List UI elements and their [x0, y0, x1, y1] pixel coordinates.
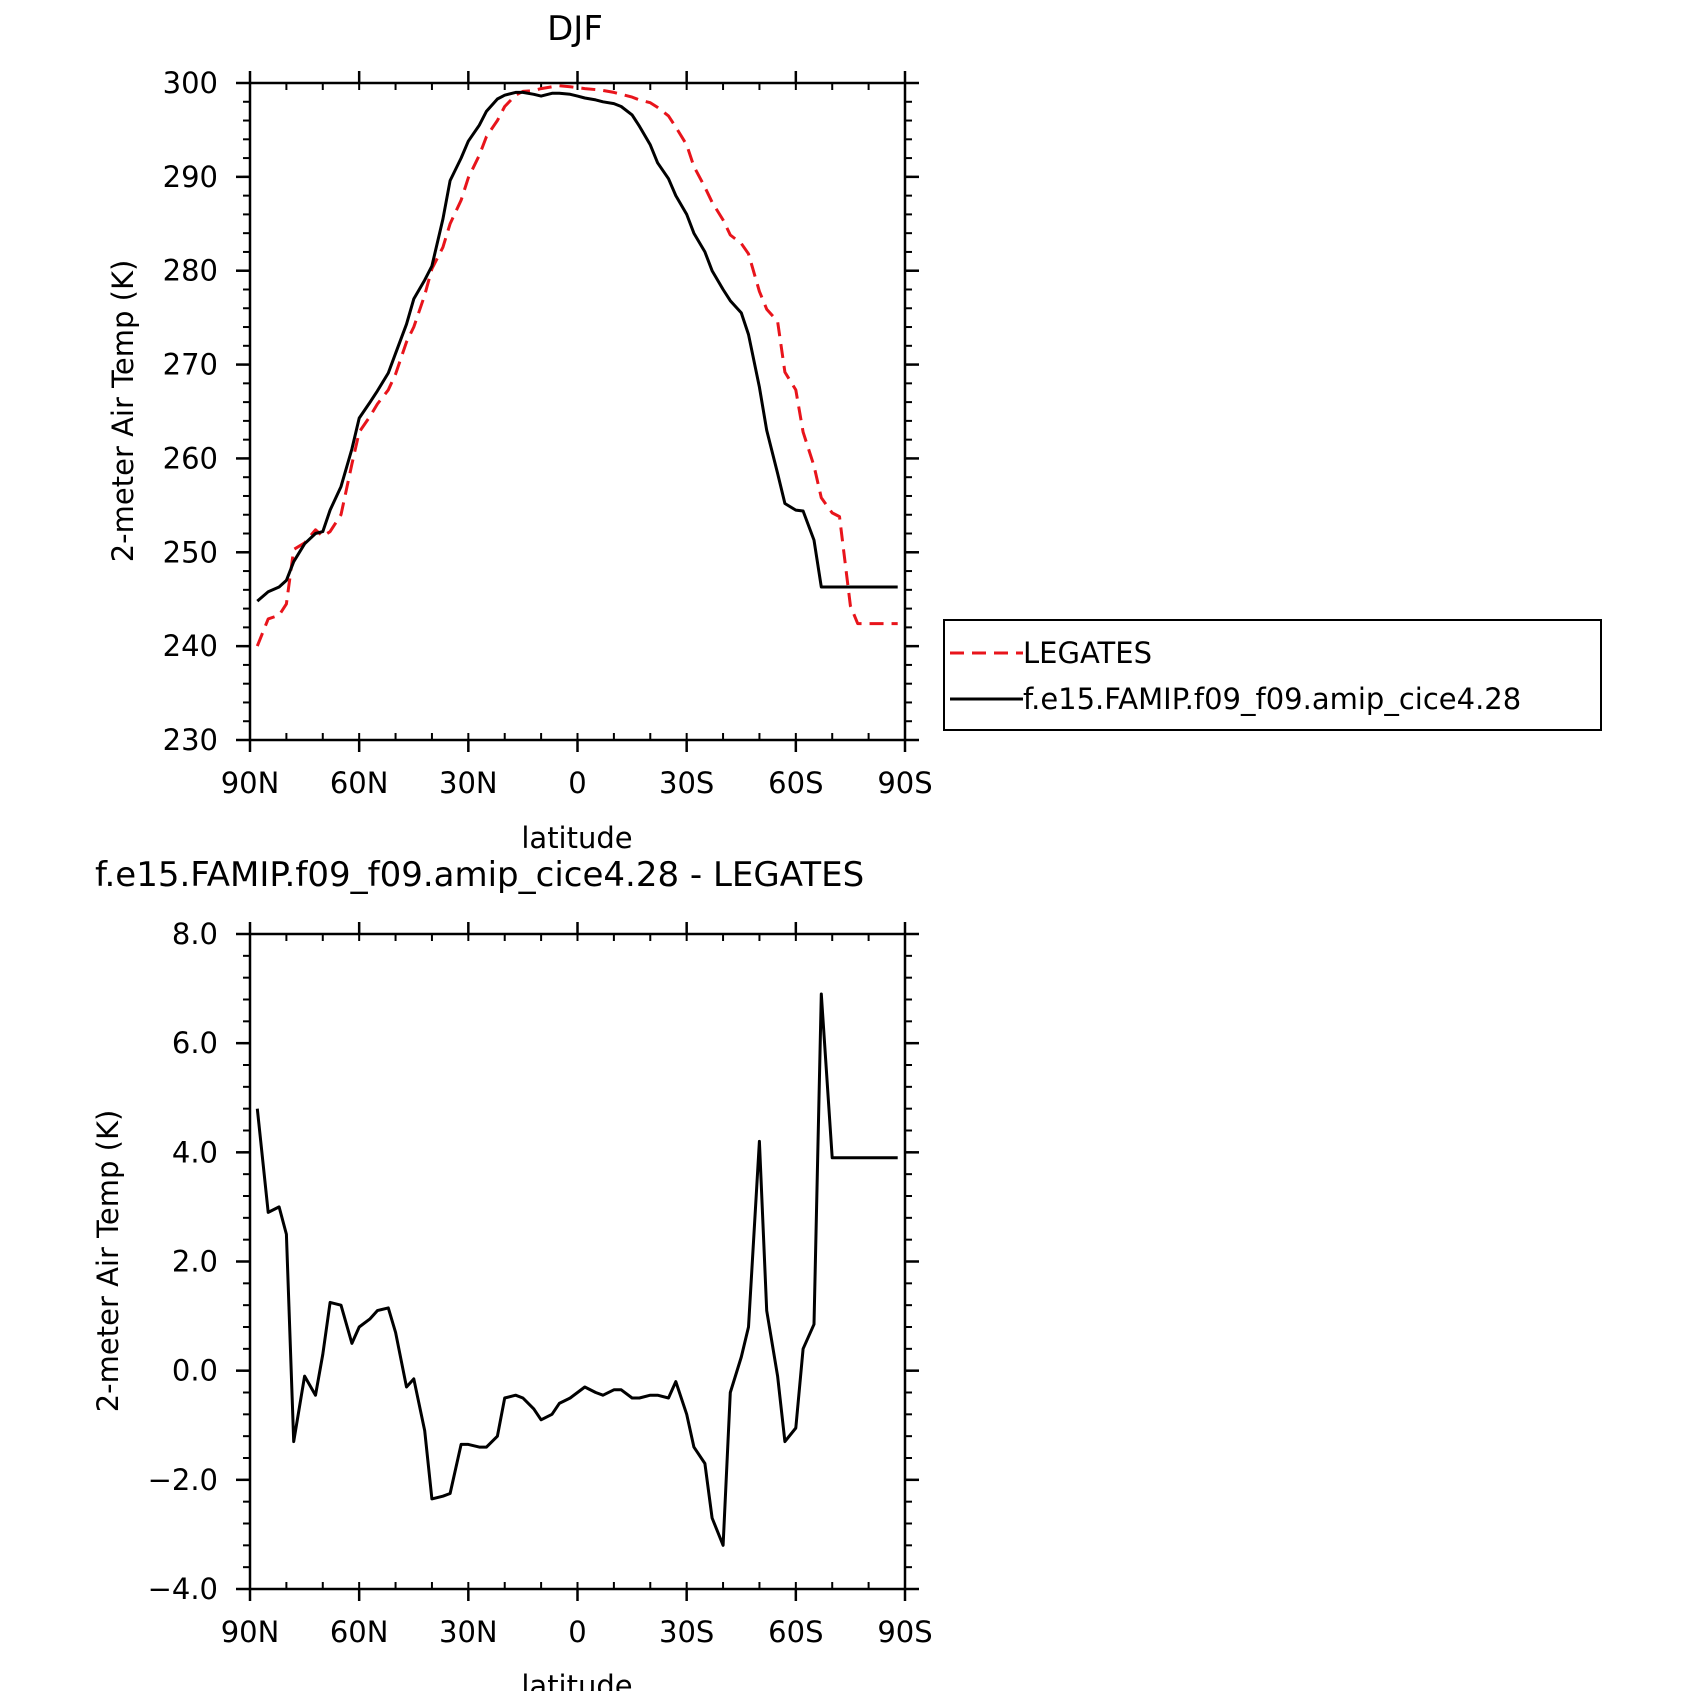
top-y-tick-label: 230: [163, 723, 218, 757]
bottom-x-tick-labels: 90N 60N 30N 0 30S 60S 90S: [221, 1615, 933, 1649]
bottom-x-tick-label: 0: [568, 1615, 586, 1649]
top-panel: DJF 300 290 280 270 260 250 240 230 90N 60N 30N 0 3…: [106, 9, 1602, 855]
top-minor-ticks: [243, 82, 912, 741]
top-x-tick-label: 60N: [330, 766, 389, 800]
legend-label-legates: LEGATES: [1023, 636, 1152, 670]
top-x-tick-label: 90N: [221, 766, 280, 800]
bottom-panel: f.e15.FAMIP.f09_f09.amip_cice4.28 - LEGA…: [91, 855, 933, 1696]
bottom-x-tick-label: 30S: [659, 1615, 714, 1649]
bottom-x-tick-label: 90N: [221, 1615, 280, 1649]
legend: LEGATES f.e15.FAMIP.f09_f09.amip_cice4.2…: [943, 619, 1602, 731]
bottom-y-tick-label: −4.0: [148, 1572, 218, 1606]
top-x-tick-label: 90S: [877, 766, 932, 800]
top-x-tick-label: 30S: [659, 766, 714, 800]
top-y-tick-labels: 300 290 280 270 260 250 240 230: [163, 66, 218, 757]
top-x-tick-label: 30N: [439, 766, 498, 800]
bottom-x-tick-label: 30N: [439, 1615, 498, 1649]
legend-label-model: f.e15.FAMIP.f09_f09.amip_cice4.28: [1023, 682, 1521, 716]
bottom-y-axis-title: 2-meter Air Temp (K): [91, 1110, 125, 1413]
bottom-x-tick-label: 90S: [877, 1615, 932, 1649]
top-y-tick-label: 300: [163, 66, 218, 100]
bottom-series-group: [255, 992, 898, 1547]
top-y-tick-label: 280: [163, 254, 218, 288]
top-y-tick-label: 240: [163, 629, 218, 663]
top-y-tick-label: 250: [163, 535, 218, 569]
bottom-major-ticks: [236, 922, 919, 1601]
top-y-tick-label: 260: [163, 441, 218, 475]
top-plot-frame: [248, 81, 907, 742]
bottom-y-tick-label: −2.0: [148, 1463, 218, 1497]
bottom-x-tick-label: 60N: [330, 1615, 389, 1649]
top-series-group: [255, 84, 898, 647]
top-x-axis-title: latitude: [521, 821, 632, 855]
top-y-tick-label: 290: [163, 160, 218, 194]
bottom-plot-frame: [248, 932, 907, 1591]
bottom-minor-ticks: [243, 933, 912, 1590]
bottom-x-axis-title: latitude: [521, 1669, 632, 1691]
legend-box: [943, 619, 1602, 731]
bottom-y-tick-label: 8.0: [172, 917, 218, 951]
top-series-line-f-e15-famip-f09-f09-amip-cice4-28: [256, 90, 898, 603]
top-x-tick-label: 60S: [768, 766, 823, 800]
top-y-axis-title: 2-meter Air Temp (K): [106, 260, 140, 563]
bottom-chart-title: f.e15.FAMIP.f09_f09.amip_cice4.28 - LEGA…: [95, 855, 864, 895]
bottom-y-tick-labels: 8.0 6.0 4.0 2.0 0.0 −2.0 −4.0: [148, 917, 218, 1606]
top-chart-title: DJF: [547, 9, 603, 49]
top-x-tick-labels: 90N 60N 30N 0 30S 60S 90S: [221, 766, 933, 800]
bottom-y-tick-label: 6.0: [172, 1026, 218, 1060]
bottom-y-tick-label: 0.0: [172, 1354, 218, 1388]
top-series-line-legates: [255, 84, 898, 647]
bottom-x-tick-label: 60S: [768, 1615, 823, 1649]
top-x-tick-label: 0: [568, 766, 586, 800]
bottom-series-line-difference: [255, 992, 898, 1547]
top-y-tick-label: 270: [163, 348, 218, 382]
bottom-y-tick-label: 4.0: [172, 1135, 218, 1169]
bottom-y-tick-label: 2.0: [172, 1245, 218, 1279]
top-major-ticks: [236, 71, 919, 752]
